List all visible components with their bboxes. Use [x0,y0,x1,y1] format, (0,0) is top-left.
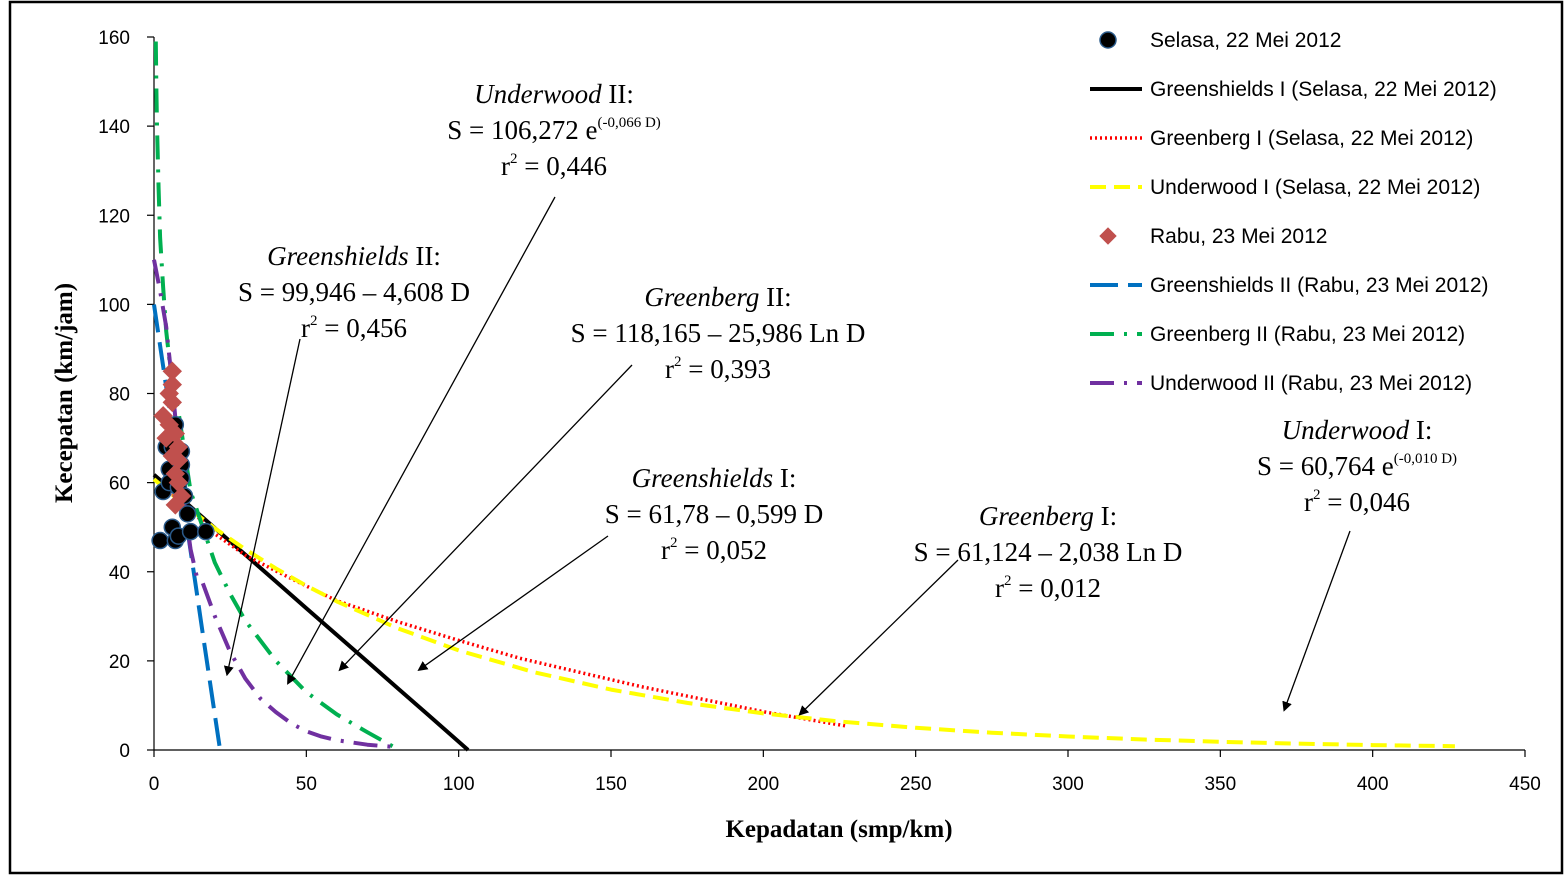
data-point [1099,227,1117,245]
legend-label: Underwood I (Selasa, 22 Mei 2012) [1150,176,1480,199]
data-point [197,522,215,541]
x-tick-label: 150 [595,774,627,795]
annotation-title: Greenberg II: [644,282,791,312]
y-tick-label: 160 [98,28,130,49]
x-tick-label: 250 [900,774,932,795]
annotations-layer: Greenshields II: S = 99,946 – 4,608 D r2 =… [223,79,1457,716]
legend-label: Greenshields II (Rabu, 23 Mei 2012) [1150,274,1489,297]
annotation-title: Greenshields II: [267,241,441,271]
legend-item-rabu-23-mei-2012: Rabu, 23 Mei 2012 [1099,225,1327,248]
series-greenshields-i-selasa-22-mei-2012 [152,473,470,752]
data-point [162,392,182,413]
annotation-r2: r2 = 0,393 [665,354,771,384]
legend-item-greenberg-ii-rabu-23-mei-2012: Greenberg II (Rabu, 23 Mei 2012) [1090,323,1465,346]
annotation-r2: r2 = 0,046 [1304,487,1410,517]
y-tick-label: 120 [98,206,130,227]
x-tick-label: 0 [149,774,160,795]
x-tick-label: 450 [1509,774,1541,795]
series-rabu-23-mei-2012 [153,361,192,515]
annotation-r2: r2 = 0,456 [301,313,407,343]
series-underwood-ii-rabu-23-mei-2012 [152,259,398,750]
legend-item-greenshields-i-selasa-22-mei-2012: Greenshields I (Selasa, 22 Mei 2012) [1090,78,1497,101]
y-tick-label: 40 [109,563,130,584]
annotation-underwood-ii: Underwood II: S = 106,272 e(-0,066 D) r2 =… [287,79,661,685]
x-tick-label: 50 [296,774,317,795]
legend-label: Greenberg II (Rabu, 23 Mei 2012) [1150,323,1465,346]
annotation-arrow [223,338,301,677]
legend-label: Greenshields I (Selasa, 22 Mei 2012) [1150,78,1497,101]
y-tick-label: 80 [109,385,130,406]
legend-item-underwood-i-selasa-22-mei-2012: Underwood I (Selasa, 22 Mei 2012) [1090,176,1480,199]
y-tick-label: 100 [98,295,130,316]
y-tick-label: 140 [98,117,130,138]
legend: Selasa, 22 Mei 2012 Greenshields I (Selas… [1090,29,1497,395]
annotation-title: Greenberg I: [979,501,1117,531]
data-point [178,505,197,523]
annotation-title: Underwood I: [1282,415,1433,445]
series-line [171,492,846,728]
annotation-greenberg-ii: Greenberg II: S = 118,165 – 25,986 Ln D r2… [338,282,866,672]
x-tick-label: 300 [1052,774,1084,795]
annotation-arrow [1282,530,1351,712]
series-underwood-i-selasa-22-mei-2012 [152,477,1455,749]
annotation-greenshields-ii: Greenshields II: S = 99,946 – 4,608 D r2 =… [223,241,470,677]
series-greenberg-i-selasa-22-mei-2012 [171,492,846,728]
y-axis-title: Kecepatan (km/jam) [51,283,78,503]
annotation-title: Underwood II: [474,79,634,109]
chart-frame [8,0,1564,875]
annotation-arrow [798,559,959,716]
annotation-arrow [338,364,633,672]
legend-label: Greenberg I (Selasa, 22 Mei 2012) [1150,127,1473,150]
data-point [151,531,169,550]
legend-label: Underwood II (Rabu, 23 Mei 2012) [1150,372,1472,395]
data-point [181,522,200,541]
legend-label: Rabu, 23 Mei 2012 [1150,225,1327,248]
annotation-equation: S = 99,946 – 4,608 D [238,277,470,307]
x-tick-label: 400 [1357,774,1389,795]
data-point [171,486,192,506]
legend-item-greenshields-ii-rabu-23-mei-2012: Greenshields II (Rabu, 23 Mei 2012) [1090,274,1489,297]
series-line [152,473,470,752]
annotation-equation: S = 106,272 e(-0,066 D) [447,115,661,145]
y-tick-label: 20 [109,652,130,673]
data-point [1099,31,1117,49]
x-tick-label: 200 [747,774,779,795]
annotation-equation: S = 60,764 e(-0,010 D) [1257,451,1457,481]
y-tick-label: 0 [119,741,130,762]
annotation-arrow [417,535,609,671]
annotation-title: Greenshields I: [632,463,797,493]
annotation-greenberg-i: Greenberg I: S = 61,124 – 2,038 Ln D r2 = … [798,501,1183,716]
annotation-equation: S = 61,124 – 2,038 Ln D [914,537,1183,567]
x-axis-title: Kepadatan (smp/km) [725,816,952,843]
data-point [168,450,189,471]
annotation-equation: S = 118,165 – 25,986 Ln D [571,318,866,348]
y-tick-label: 60 [109,474,130,495]
x-tick-label: 350 [1204,774,1236,795]
legend-item-selasa-22-mei-2012: Selasa, 22 Mei 2012 [1099,29,1341,52]
annotation-greenshields-i: Greenshields I: S = 61,78 – 0,599 D r2 = 0… [417,463,824,671]
annotation-r2: r2 = 0,446 [501,151,607,181]
annotation-underwood-i: Underwood I: S = 60,764 e(-0,010 D) r2 = 0… [1257,415,1457,712]
annotation-r2: r2 = 0,012 [995,573,1101,603]
legend-item-greenberg-i-selasa-22-mei-2012: Greenberg I (Selasa, 22 Mei 2012) [1090,127,1473,150]
annotation-r2: r2 = 0,052 [661,535,767,565]
legend-item-underwood-ii-rabu-23-mei-2012: Underwood II (Rabu, 23 Mei 2012) [1090,372,1472,395]
annotation-equation: S = 61,78 – 0,599 D [605,499,824,529]
legend-label: Selasa, 22 Mei 2012 [1150,29,1341,52]
series-layer [151,41,1455,752]
axes-layer: 0 50 100 150 200 250 300 350 400 450 0 20 40 60 80 100 1… [98,28,1541,795]
series-line [152,259,398,750]
annotation-arrow [287,196,556,685]
x-tick-label: 100 [443,774,475,795]
series-line [152,477,1455,749]
